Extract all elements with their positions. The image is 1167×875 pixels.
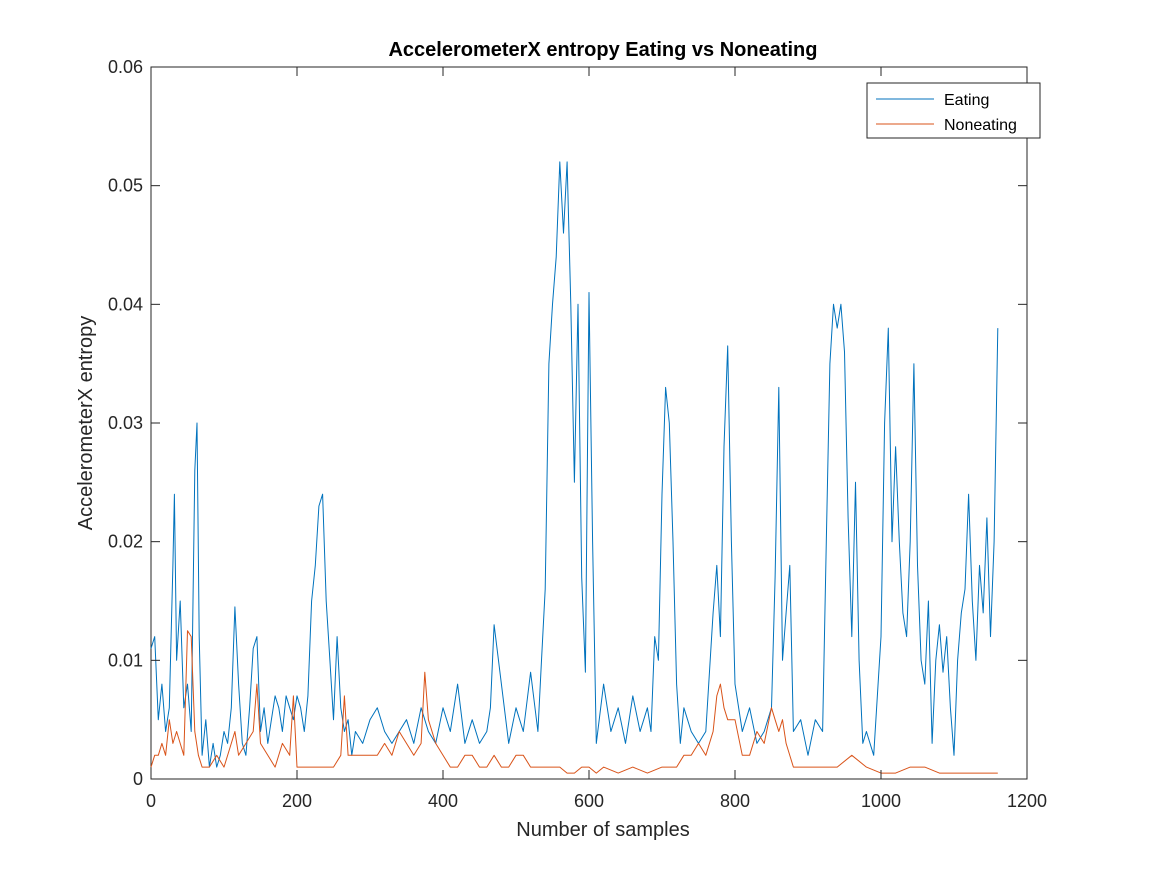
legend-label-eating: Eating [944, 92, 989, 109]
x-tick-label: 1000 [861, 791, 901, 811]
plot-area: 0 200 400 600 800 1000 1200 0 0.01 0.02 0.03 0.04 0.… [108, 57, 1047, 811]
x-tick-label: 200 [282, 791, 312, 811]
x-tick-label: 400 [428, 791, 458, 811]
y-tick-label: 0.06 [108, 57, 143, 77]
legend: Eating Noneating [866, 82, 1041, 139]
y-axis-label: AccelerometerX entropy [75, 316, 97, 531]
x-tick-label: 1200 [1007, 791, 1047, 811]
y-tick-label: 0.05 [108, 176, 143, 196]
x-axis-label: Number of samples [516, 819, 689, 841]
y-tick-label: 0 [133, 769, 143, 789]
series-line-noneating [150, 630, 998, 774]
y-tick-label: 0.03 [108, 413, 143, 433]
y-tick-label: 0.01 [108, 650, 143, 670]
x-tick-label: 800 [720, 791, 750, 811]
legend-label-noneating: Noneating [944, 117, 1017, 134]
y-tick-label: 0.04 [108, 294, 143, 314]
axes-box [150, 66, 1028, 780]
x-tick-label: 600 [574, 791, 604, 811]
x-tick-label: 0 [146, 791, 156, 811]
series-layer [150, 161, 999, 774]
y-tick-label: 0.02 [108, 532, 143, 552]
series-line-eating [150, 161, 999, 768]
chart-title: AccelerometerX entropy Eating vs Noneati… [388, 39, 817, 61]
tick-layer: 0 200 400 600 800 1000 1200 0 0.01 0.02 0.03 0.04 0.… [108, 57, 1047, 811]
legend-box [866, 82, 1041, 139]
